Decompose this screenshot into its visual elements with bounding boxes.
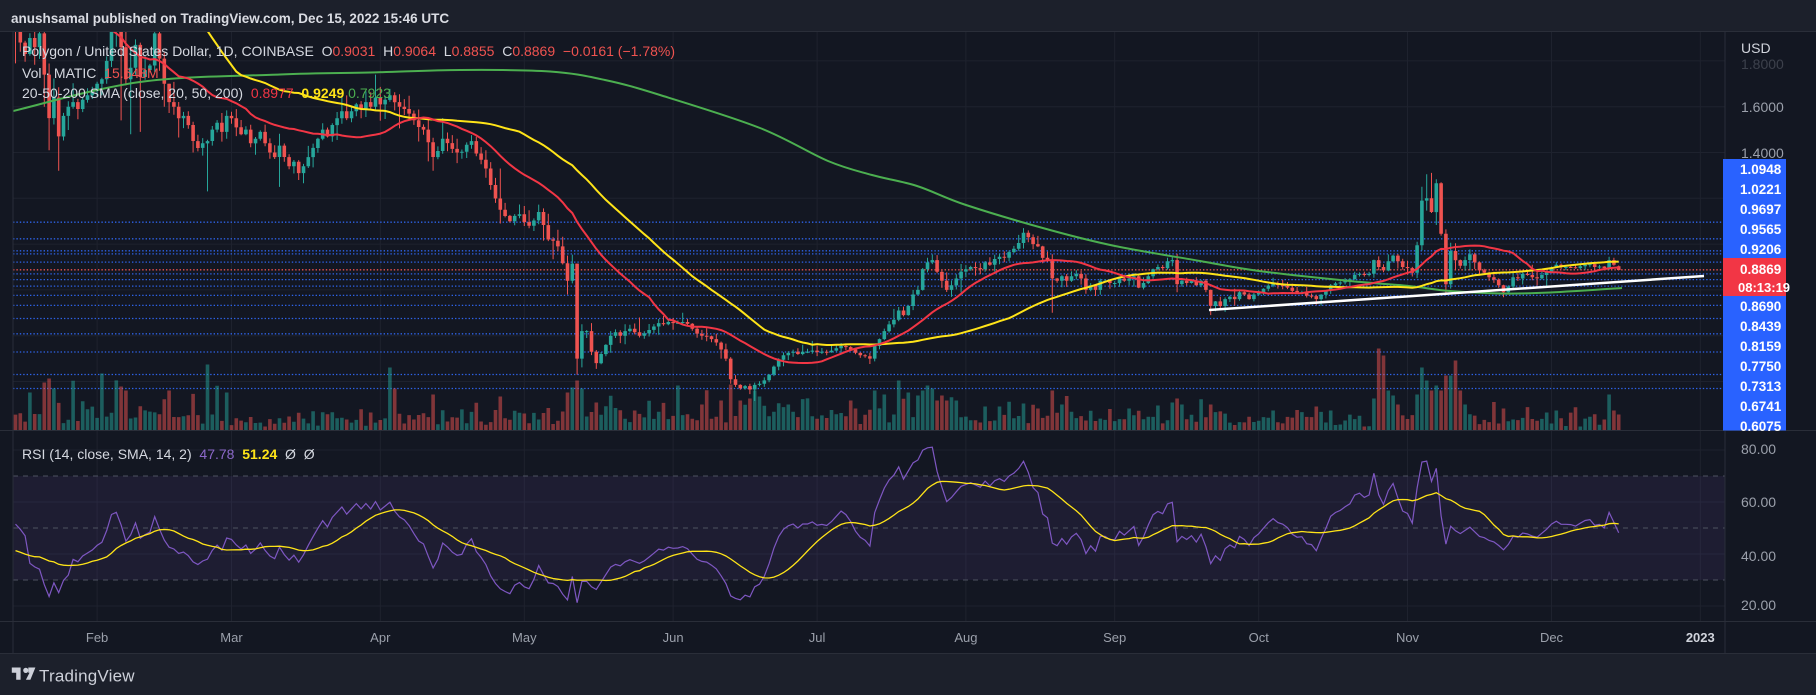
- svg-text:Feb: Feb: [86, 630, 108, 645]
- svg-text:0.7313: 0.7313: [1740, 379, 1782, 394]
- svg-text:0.8869: 0.8869: [1740, 262, 1781, 277]
- svg-text:Aug: Aug: [954, 630, 977, 645]
- svg-text:0.8439: 0.8439: [1740, 319, 1781, 334]
- svg-text:0.8690: 0.8690: [1740, 299, 1781, 314]
- svg-text:0.8159: 0.8159: [1740, 339, 1781, 354]
- svg-text:1.6000: 1.6000: [1741, 99, 1784, 115]
- svg-text:Jul: Jul: [809, 630, 826, 645]
- svg-text:anushsamal published on Tradin: anushsamal published on TradingView.com,…: [11, 11, 449, 26]
- svg-text:60.00: 60.00: [1741, 494, 1776, 510]
- svg-text:40.00: 40.00: [1741, 548, 1776, 564]
- svg-text:1.0221: 1.0221: [1740, 182, 1782, 197]
- svg-text:2023: 2023: [1686, 630, 1715, 645]
- svg-text:Oct: Oct: [1249, 630, 1270, 645]
- svg-text:0.9697: 0.9697: [1740, 202, 1781, 217]
- svg-text:Jun: Jun: [663, 630, 684, 645]
- svg-text:Polygon / United States Dollar: Polygon / United States Dollar, 1D, COIN…: [22, 43, 675, 59]
- svg-text:80.00: 80.00: [1741, 441, 1776, 457]
- svg-text:Apr: Apr: [370, 630, 391, 645]
- svg-text:Dec: Dec: [1540, 630, 1564, 645]
- svg-text:Nov: Nov: [1396, 630, 1420, 645]
- svg-text:Vol · MATIC 15.648M: Vol · MATIC 15.648M: [22, 65, 159, 81]
- svg-text:RSI (14, close, SMA, 14, 2) 4: RSI (14, close, SMA, 14, 2) 47.78 51.24 …: [22, 446, 315, 462]
- svg-text:0.6741: 0.6741: [1740, 399, 1782, 414]
- svg-text:0.9206: 0.9206: [1740, 242, 1782, 257]
- svg-text:May: May: [512, 630, 537, 645]
- svg-text:0.6075: 0.6075: [1740, 419, 1782, 434]
- svg-text:1.8000: 1.8000: [1741, 56, 1784, 72]
- svg-text:20.00: 20.00: [1741, 597, 1776, 613]
- svg-text:1.0948: 1.0948: [1740, 162, 1782, 177]
- svg-text:08:13:19: 08:13:19: [1738, 280, 1790, 295]
- svg-text:0.7750: 0.7750: [1740, 359, 1781, 374]
- svg-text:0.9565: 0.9565: [1740, 222, 1782, 237]
- svg-text:1.4000: 1.4000: [1741, 145, 1784, 161]
- svg-text:USD: USD: [1741, 40, 1771, 56]
- svg-text:Mar: Mar: [220, 630, 243, 645]
- svg-text:20-50-200 SMA (close, 20, 50,: 20-50-200 SMA (close, 20, 50, 200) 0.897…: [22, 85, 391, 101]
- svg-text:Sep: Sep: [1103, 630, 1126, 645]
- svg-text:TradingView: TradingView: [39, 667, 135, 686]
